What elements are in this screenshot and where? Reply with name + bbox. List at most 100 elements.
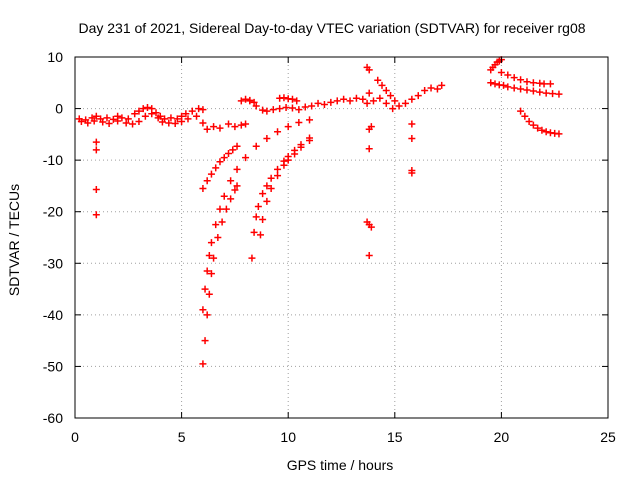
data-point — [92, 138, 100, 146]
data-point — [210, 254, 218, 262]
data-point — [220, 154, 228, 162]
data-point — [92, 186, 100, 194]
data-point — [274, 172, 282, 180]
data-series — [408, 120, 416, 177]
data-point — [248, 254, 256, 262]
data-point — [92, 146, 100, 154]
data-point — [152, 109, 160, 117]
data-point — [529, 79, 537, 87]
grid-lines — [75, 57, 608, 418]
data-point — [365, 252, 373, 260]
data-point — [274, 128, 282, 136]
data-point — [555, 130, 563, 138]
data-point — [259, 190, 267, 198]
x-tick-label: 5 — [178, 429, 186, 445]
data-point — [365, 145, 373, 153]
data-point — [171, 120, 179, 128]
data-point — [250, 228, 258, 236]
data-point — [254, 203, 262, 211]
data-point — [333, 97, 341, 105]
data-point — [231, 186, 239, 194]
data-points — [75, 56, 563, 368]
data-series — [237, 94, 301, 106]
data-series — [517, 107, 563, 138]
data-point — [346, 97, 354, 105]
data-point — [367, 223, 375, 231]
data-point — [504, 83, 512, 91]
data-point — [284, 156, 292, 164]
data-point — [395, 102, 403, 110]
data-point — [109, 115, 117, 123]
data-point — [427, 84, 435, 92]
data-point — [291, 150, 299, 158]
data-point — [267, 185, 275, 193]
data-point — [421, 87, 429, 95]
y-tick-label: 0 — [55, 101, 63, 117]
data-point — [359, 95, 367, 103]
data-point — [90, 117, 98, 125]
data-point — [517, 76, 525, 84]
data-point — [154, 114, 162, 122]
data-point — [188, 107, 196, 115]
data-point — [143, 104, 151, 112]
data-point — [201, 337, 209, 345]
data-point — [365, 89, 373, 97]
y-tick-label: -10 — [43, 152, 63, 168]
data-point — [525, 117, 533, 125]
data-point — [282, 104, 290, 112]
data-point — [517, 85, 525, 93]
data-point — [233, 142, 241, 150]
data-point — [92, 211, 100, 219]
y-axis-label: SDTVAR / TECUs — [6, 184, 22, 296]
data-point — [376, 94, 384, 102]
x-tick-label: 0 — [71, 429, 79, 445]
data-point — [389, 105, 397, 113]
data-point — [135, 117, 143, 125]
data-point — [216, 205, 224, 213]
data-point — [314, 99, 322, 107]
data-series — [374, 76, 399, 105]
data-point — [184, 115, 192, 123]
data-point — [114, 117, 122, 125]
data-point — [414, 92, 422, 100]
data-point — [242, 120, 250, 128]
data-point — [233, 182, 241, 190]
data-point — [129, 120, 137, 128]
data-point — [122, 119, 130, 127]
data-point — [193, 112, 201, 120]
data-point — [263, 182, 271, 190]
data-point — [148, 110, 156, 118]
y-tick-label: -30 — [43, 255, 63, 271]
data-point — [252, 102, 260, 110]
data-point — [220, 192, 228, 200]
data-point — [378, 81, 386, 89]
data-point — [401, 99, 409, 107]
data-point — [438, 81, 446, 89]
data-point — [288, 95, 296, 103]
data-point — [199, 106, 207, 114]
data-point — [295, 118, 303, 126]
data-point — [205, 290, 213, 298]
y-tick-label: -20 — [43, 204, 63, 220]
data-point — [199, 119, 207, 127]
data-point — [280, 94, 288, 102]
data-point — [207, 239, 215, 247]
data-point — [103, 114, 111, 122]
data-point — [510, 84, 518, 92]
data-point — [77, 117, 85, 125]
data-point — [259, 106, 267, 114]
data-point — [546, 80, 554, 88]
data-point — [207, 270, 215, 278]
data-point — [141, 112, 149, 120]
data-point — [237, 97, 245, 105]
data-series — [199, 116, 314, 314]
x-tick-label: 25 — [600, 429, 616, 445]
data-series — [248, 134, 314, 262]
data-point — [497, 68, 505, 76]
data-point — [542, 128, 550, 136]
data-point — [131, 110, 139, 118]
data-point — [222, 205, 230, 213]
data-point — [201, 285, 209, 293]
data-point — [199, 360, 207, 368]
data-point — [542, 89, 550, 97]
